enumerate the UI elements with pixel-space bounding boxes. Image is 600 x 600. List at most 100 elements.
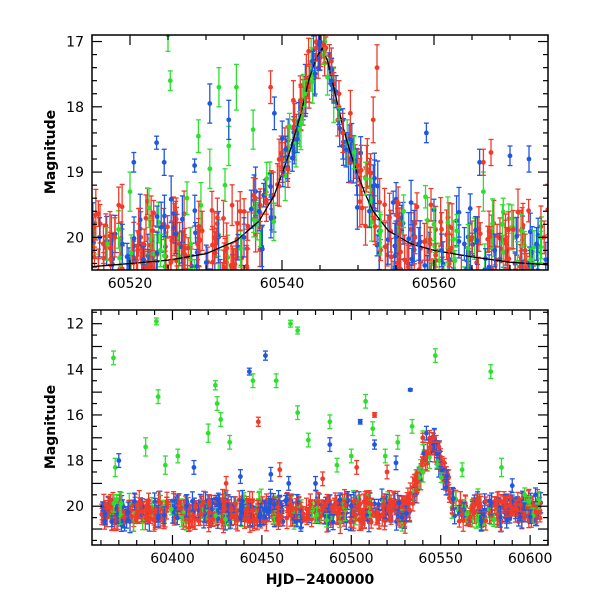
top-band-point [357,175,363,228]
bottom-y-tick-label: 18 [66,454,84,470]
top-y-tick-label: 18 [66,100,84,116]
top-band-point [509,204,515,251]
bottom-green-point [334,457,340,473]
top-band-point [486,210,492,253]
bottom-green-point [395,434,401,450]
top-band-point [225,234,231,270]
bottom-band-point [342,499,348,511]
top-band-point [154,205,160,228]
top-band-point [504,268,510,270]
top-band-point [142,265,148,270]
bottom-band-point [376,498,382,511]
bottom-x-tick-label: 60550 [418,551,463,567]
top-band-point [364,144,370,193]
bottom-blue-point [116,453,122,469]
bottom-data-marks [99,317,544,535]
bottom-green-point [370,421,376,437]
bottom-x-tick-label: 60450 [240,551,285,567]
bottom-band-point [353,509,359,522]
bottom-green-point [295,326,301,335]
top-data-marks [92,35,548,315]
top-band-point [244,244,250,270]
top-green-point [431,207,437,242]
bottom-y-tick-label: 14 [66,362,84,378]
top-band-point [204,252,210,270]
bottom-blue-point [532,487,538,503]
bottom-band-point [118,491,124,516]
top-red-point [135,230,141,270]
top-band-point [421,222,427,261]
top-band-point [224,222,230,270]
bottom-red-point [384,464,390,480]
bottom-green-point [432,348,438,364]
top-blue-point [492,233,498,268]
top-band-point [465,223,471,270]
bottom-y-tick-label: 16 [66,408,84,424]
top-band-point [428,262,434,270]
bottom-green-point [305,432,311,448]
bottom-band-point [284,493,290,507]
bottom-ticks: 60400 60450 60500 60550 60600 12 14 16 18 20 [66,310,552,567]
top-band-point [168,175,174,224]
top-clipped-marks [92,35,548,315]
bottom-green-point [205,423,211,443]
bottom-red-point [277,462,283,478]
top-band-point [100,273,105,315]
bottom-red-point [255,416,261,428]
top-blue-point [192,158,198,173]
top-red-point [355,148,361,183]
bottom-green-point [522,487,528,503]
top-model-curve [92,46,548,268]
bottom-blue-point [237,469,243,485]
top-red-point [374,44,380,92]
bottom-y-tick-label: 20 [66,499,84,515]
top-red-point [503,226,509,261]
top-band-point [372,159,378,212]
bottom-band-point [460,508,466,532]
bottom-band-point [368,515,374,529]
top-band-point [387,192,393,243]
bottom-band-point [109,515,115,528]
bottom-band-point [300,506,306,522]
bottom-red-point [441,457,447,469]
top-y-tick-label: 19 [66,165,84,181]
top-blue-point [393,220,399,255]
top-band-point [259,224,265,270]
bottom-green-point [459,462,465,478]
bottom-band-point [526,495,532,507]
bottom-green-point [153,317,159,326]
bottom-red-point [436,441,442,453]
bottom-band-point [168,502,174,516]
bottom-band-point [399,512,405,522]
bottom-band-point [494,504,500,525]
top-band-point [161,194,167,238]
top-band-point [141,246,147,270]
bottom-band-point [410,495,416,512]
top-red-point [214,197,220,239]
top-green-point [518,213,524,248]
bottom-band-point [358,511,364,531]
top-band-point [528,247,534,270]
bottom-band-point [247,511,253,533]
bottom-blue-point [327,437,333,453]
bottom-band-point [517,512,523,522]
top-green-point [233,63,239,111]
bottom-band-point [206,495,212,507]
bottom-band-point [189,491,195,512]
top-red-point [328,47,334,75]
top-red-point [382,187,388,222]
top-green-point [378,213,384,248]
bottom-band-point [419,456,425,467]
top-band-point [207,280,212,303]
bottom-y-axis-title: Magnitude [43,385,59,469]
bottom-band-point [503,497,509,518]
top-y-tick-label: 20 [66,230,84,246]
bottom-blue-point [407,387,413,393]
top-blue-point [173,213,179,255]
top-y-axis-title: Magnitude [43,110,59,194]
bottom-band-point [178,500,184,516]
top-y-tick-label: 17 [66,35,84,51]
bottom-band-point [487,494,493,508]
top-band-point [518,273,523,314]
bottom-band-point [483,496,489,507]
